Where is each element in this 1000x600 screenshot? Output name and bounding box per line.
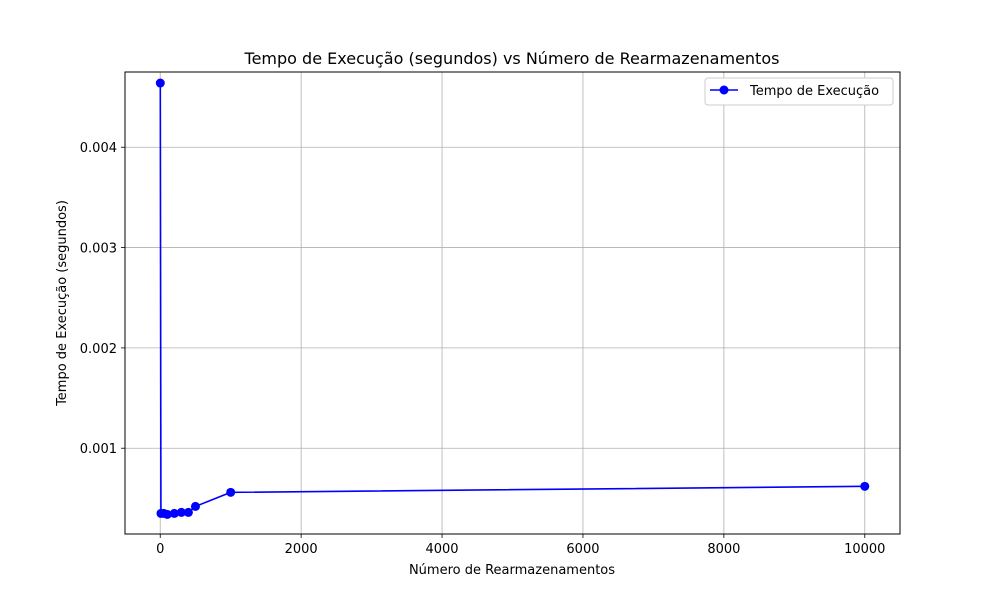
legend-marker [719, 85, 729, 95]
y-tick-label: 0.002 [80, 342, 117, 357]
plot-frame [124, 71, 901, 535]
y-axis-title: Tempo de Execução (segundos) [55, 200, 70, 407]
data-point [169, 508, 179, 518]
x-tick-label: 0 [156, 542, 164, 557]
legend-box [704, 77, 894, 106]
data-point [226, 487, 236, 497]
data-point [190, 501, 200, 511]
y-axis-ticks: 0.001 0.002 0.003 0.004 [80, 141, 125, 457]
data-point [176, 507, 186, 517]
x-axis-ticks: 0 2000 4000 6000 8000 10000 [156, 534, 885, 557]
data-series [155, 78, 870, 519]
x-tick-label: 8000 [707, 542, 740, 557]
grid [125, 72, 900, 534]
data-point [162, 509, 172, 519]
y-tick-label: 0.001 [80, 442, 117, 457]
y-tick-label: 0.004 [80, 141, 117, 156]
x-tick-label: 4000 [425, 542, 458, 557]
x-tick-label: 6000 [566, 542, 599, 557]
legend-label: Tempo de Execução [749, 84, 879, 99]
chart-title: Tempo de Execução (segundos) vs Número d… [244, 49, 780, 68]
y-tick-label: 0.003 [80, 242, 117, 257]
legend: Tempo de Execução [704, 77, 894, 106]
data-point [155, 78, 165, 88]
data-point [860, 481, 870, 491]
x-tick-label: 2000 [285, 542, 318, 557]
data-point [183, 507, 193, 517]
x-axis-title: Número de Rearmazenamentos [409, 563, 615, 578]
x-tick-label: 10000 [844, 542, 885, 557]
